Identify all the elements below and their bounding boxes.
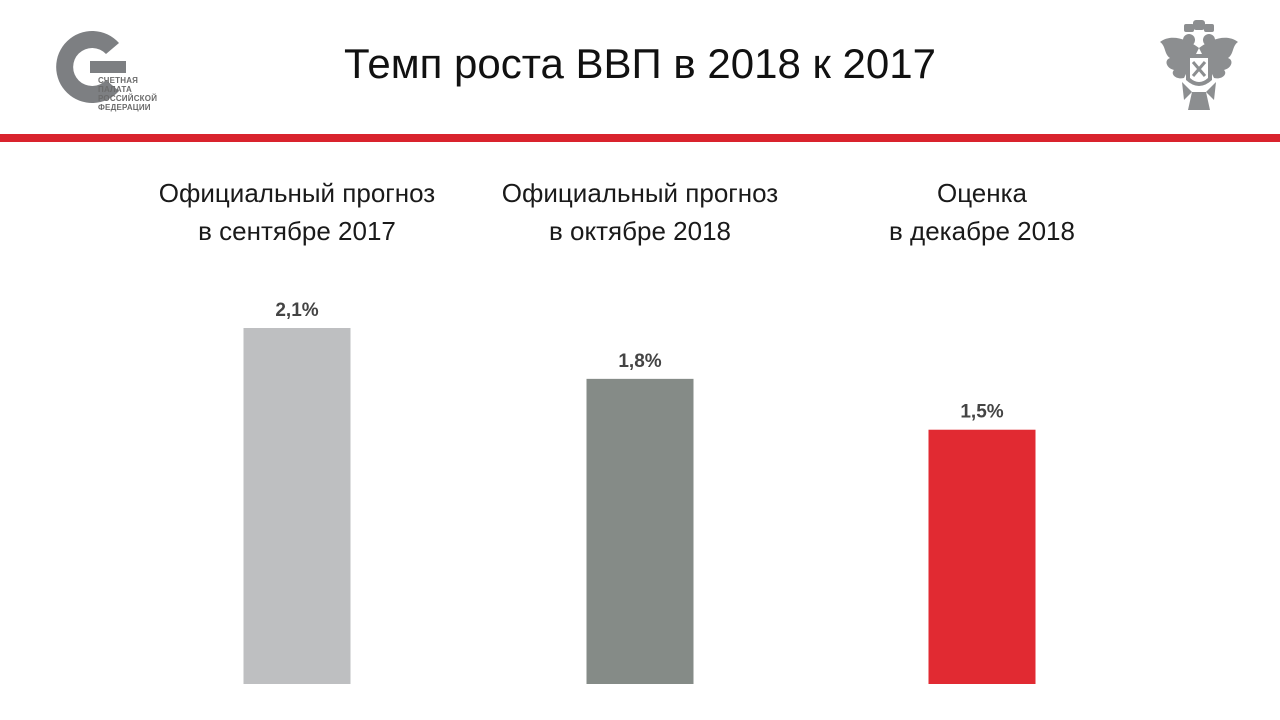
double-headed-eagle-icon	[1160, 20, 1238, 110]
category-label: в сентябре 2017	[198, 216, 396, 246]
emblem	[1156, 20, 1242, 116]
logo-line: ПАЛАТА	[98, 85, 132, 94]
data-label: 1,8%	[618, 351, 661, 372]
category-label: Официальный прогноз	[159, 178, 435, 208]
data-label: 1,5%	[960, 402, 1003, 423]
logo-line: ФЕДЕРАЦИИ	[98, 103, 151, 112]
data-label: 2,1%	[275, 300, 318, 321]
bar	[928, 429, 1036, 684]
category-label: Официальный прогноз	[502, 178, 778, 208]
bar	[586, 378, 694, 684]
gdp-growth-bar-chart: Официальный прогноз в сентябре 2017 Официа…	[159, 178, 1075, 684]
accounts-chamber-logo: СЧЕТНАЯ ПАЛАТА РОССИЙСКОЙ ФЕДЕРАЦИИ	[46, 28, 176, 118]
category-label: в декабре 2018	[889, 216, 1075, 246]
category-label: в октябре 2018	[549, 216, 731, 246]
page-title: Темп роста ВВП в 2018 к 2017	[344, 40, 936, 87]
logo-ring-icon	[56, 31, 126, 104]
category-label: Оценка	[937, 178, 1028, 208]
header-divider	[0, 134, 1280, 142]
bar	[243, 328, 351, 684]
logo-line: РОССИЙСКОЙ	[98, 94, 158, 103]
logo-text: СЧЕТНАЯ ПАЛАТА РОССИЙСКОЙ ФЕДЕРАЦИИ	[98, 76, 157, 112]
logo-line: СЧЕТНАЯ	[98, 76, 139, 85]
